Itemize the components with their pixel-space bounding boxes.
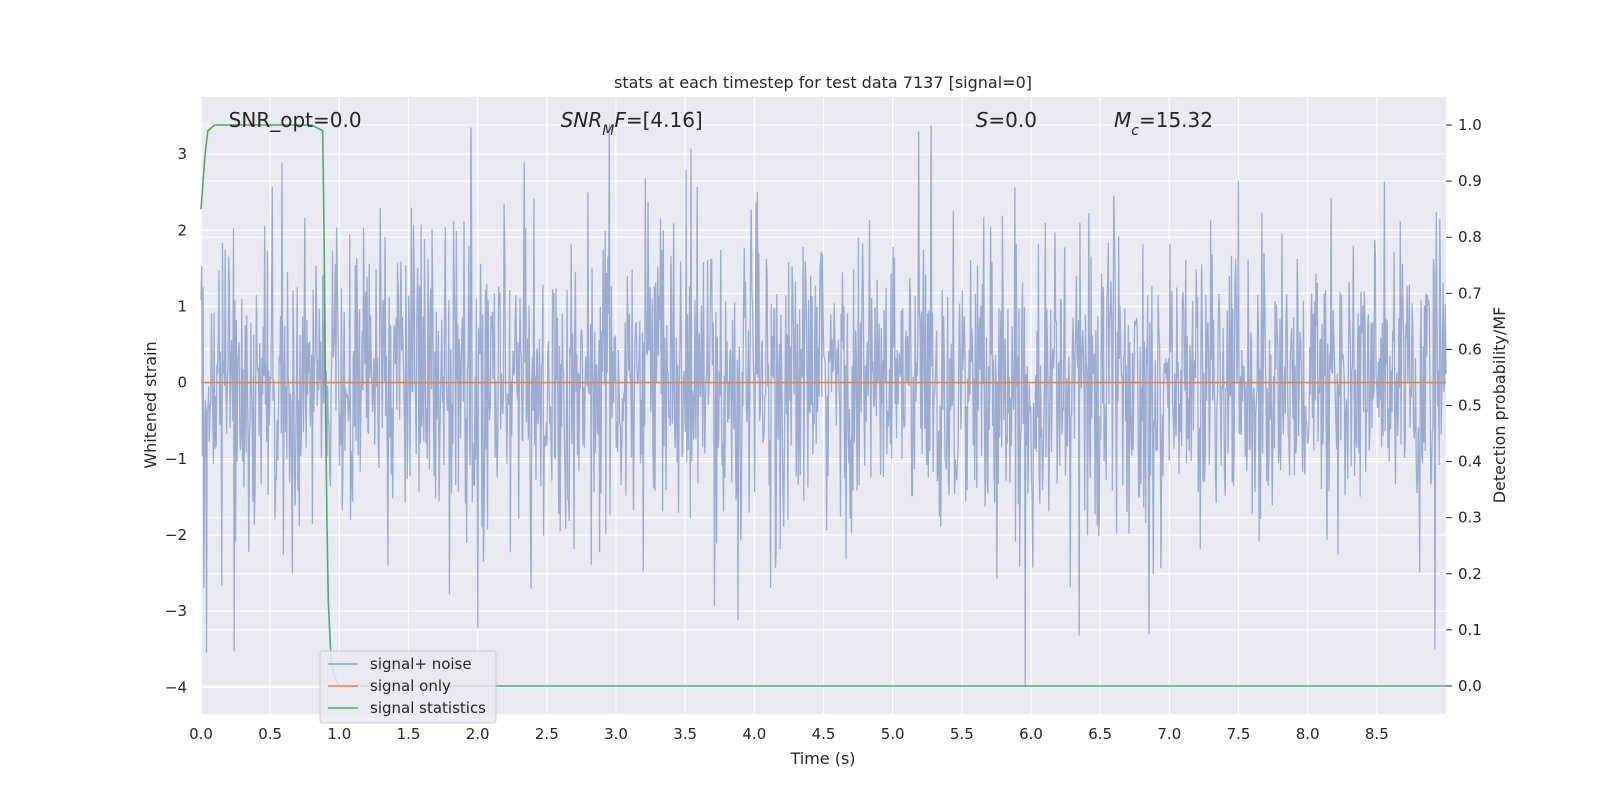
legend-box [319,650,497,724]
y-right-tick-label: 0.4 [1458,453,1482,471]
y-tick-label: −4 [165,678,187,696]
series-line-signal-plus-noise [200,123,1447,688]
y-right-tick-label: 0.0 [1458,677,1482,695]
x-tick-label: 5.0 [881,725,905,743]
annotation-mc: Mc=15.32 [1114,108,1213,139]
legend-label-signal-only: signal only [370,677,451,695]
y-axis-ticks: 3 2 1 0 −1 −2 −3 −4 [165,145,187,696]
x-axis-label: Time (s) [789,749,855,768]
y-right-tick-label: 0.7 [1458,284,1482,302]
y-tick-label: 3 [177,145,187,163]
x-tick-label: 3.0 [604,725,628,743]
x-tick-label: 0.5 [258,725,282,743]
annotations: SNR_opt=0.0 SNRMF=[4.16] S=0.0 Mc=15.32 [229,108,1213,139]
y-right-tick-label: 1.0 [1458,116,1482,134]
x-tick-label: 3.5 [673,725,697,743]
x-tick-label: 1.0 [327,725,351,743]
y-tick-label: 2 [177,221,187,239]
x-tick-label: 1.5 [397,725,421,743]
y-right-tick-label: 0.5 [1458,397,1482,415]
y-right-tick-label: 0.6 [1458,340,1482,358]
legend-label-signal-statistics: signal statistics [370,699,486,717]
x-tick-label: 0.0 [189,725,213,743]
series-signal-plus-noise [200,123,1447,688]
y-axis-label: Whitened strain [141,341,160,468]
y-right-axis-ticks: 1.0 0.9 0.8 0.7 0.6 0.5 0.4 0.3 0.2 0.1 0.0 [1446,116,1482,695]
legend-label-signal-plus-noise: signal+ noise [370,655,472,673]
x-axis-ticks: 0.0 0.5 1.0 1.5 2.0 2.5 3.0 3.5 4.0 4.5 5.0 5.5 6.0 6… [189,725,1389,743]
y-right-tick-label: 0.3 [1458,509,1482,527]
x-tick-label: 4.5 [812,725,836,743]
annotation-snr-opt: SNR_opt=0.0 [229,108,362,132]
y-tick-label: −2 [165,526,187,544]
x-tick-label: 8.0 [1296,725,1320,743]
y-right-tick-label: 0.1 [1458,621,1482,639]
x-tick-label: 6.5 [1088,725,1112,743]
y-tick-label: 1 [177,297,187,315]
x-tick-label: 2.5 [535,725,559,743]
y-right-tick-label: 0.8 [1458,228,1482,246]
x-tick-label: 5.5 [950,725,974,743]
y-right-tick-label: 0.9 [1458,172,1482,190]
x-tick-label: 7.5 [1227,725,1251,743]
legend: signal+ noise signal only signal statist… [319,650,497,724]
y-right-tick-label: 0.2 [1458,565,1482,583]
x-tick-label: 6.0 [1019,725,1043,743]
y-tick-label: 0 [177,374,187,392]
annotation-s: S=0.0 [976,108,1037,132]
chart-title: stats at each timestep for test data 713… [614,73,1032,92]
x-tick-label: 2.0 [466,725,490,743]
x-tick-label: 8.5 [1365,725,1389,743]
x-tick-label: 4.0 [742,725,766,743]
y-tick-label: −1 [165,450,187,468]
y-right-axis-label: Detection probability/MF [1490,307,1509,504]
annotation-snr-mf: SNRMF=[4.16] [561,108,703,139]
x-tick-label: 7.0 [1157,725,1181,743]
y-tick-label: −3 [165,602,187,620]
